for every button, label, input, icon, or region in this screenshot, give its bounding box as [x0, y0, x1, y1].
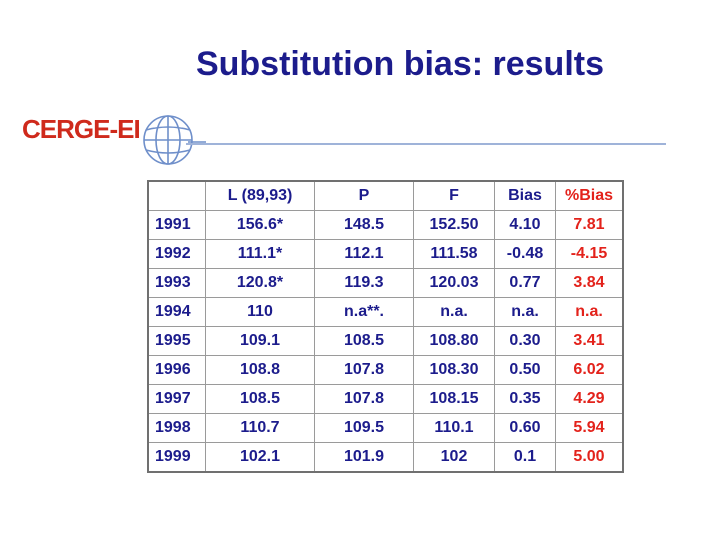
header-rule: [186, 143, 666, 145]
laspeyres-cell: 120.8*: [205, 268, 315, 298]
pct-bias-cell: 3.41: [555, 326, 624, 356]
pct-bias-cell: -4.15: [555, 239, 624, 269]
year-cell: 1992: [147, 239, 206, 269]
fisher-cell: 111.58: [413, 239, 495, 269]
pct-bias-cell: 5.00: [555, 442, 624, 473]
year-cell: 1998: [147, 413, 206, 443]
pct-bias-cell: n.a.: [555, 297, 624, 327]
header-cell-fisher: F: [413, 180, 495, 211]
slide-title: Substitution bias: results: [195, 45, 605, 83]
laspeyres-cell: 110: [205, 297, 315, 327]
bias-cell: 0.77: [494, 268, 556, 298]
table-row: 1991 156.6* 148.5 152.50 4.10 7.81: [147, 210, 624, 240]
header-cell-paasche: P: [314, 180, 414, 211]
bias-cell: 4.10: [494, 210, 556, 240]
paasche-cell: 107.8: [314, 355, 414, 385]
fisher-cell: 102: [413, 442, 495, 473]
pct-bias-cell: 7.81: [555, 210, 624, 240]
fisher-cell: 120.03: [413, 268, 495, 298]
paasche-cell: n.a**.: [314, 297, 414, 327]
header-cell-year: [147, 180, 206, 211]
bias-cell: 0.60: [494, 413, 556, 443]
laspeyres-cell: 108.5: [205, 384, 315, 414]
table-row: 1996 108.8 107.8 108.30 0.50 6.02: [147, 355, 624, 385]
cerge-ei-logo: CERGE-EI: [22, 112, 206, 168]
year-cell: 1999: [147, 442, 206, 473]
fisher-cell: 110.1: [413, 413, 495, 443]
year-cell: 1995: [147, 326, 206, 356]
pct-bias-cell: 3.84: [555, 268, 624, 298]
laspeyres-cell: 111.1*: [205, 239, 315, 269]
paasche-cell: 112.1: [314, 239, 414, 269]
paasche-cell: 109.5: [314, 413, 414, 443]
bias-cell: 0.35: [494, 384, 556, 414]
bias-cell: 0.1: [494, 442, 556, 473]
fisher-cell: 108.15: [413, 384, 495, 414]
laspeyres-cell: 110.7: [205, 413, 315, 443]
laspeyres-cell: 109.1: [205, 326, 315, 356]
paasche-cell: 108.5: [314, 326, 414, 356]
fisher-cell: 108.30: [413, 355, 495, 385]
header-cell-pct-bias: %Bias: [555, 180, 624, 211]
table-row: 1995 109.1 108.5 108.80 0.30 3.41: [147, 326, 624, 356]
paasche-cell: 101.9: [314, 442, 414, 473]
results-table: L (89,93) P F Bias %Bias 1991 156.6* 148…: [147, 180, 624, 473]
paasche-cell: 119.3: [314, 268, 414, 298]
paasche-cell: 148.5: [314, 210, 414, 240]
globe-icon: [143, 115, 206, 165]
year-cell: 1996: [147, 355, 206, 385]
header-row: L (89,93) P F Bias %Bias: [147, 180, 624, 211]
year-cell: 1994: [147, 297, 206, 327]
table-row: 1993 120.8* 119.3 120.03 0.77 3.84: [147, 268, 624, 298]
table-row: 1998 110.7 109.5 110.1 0.60 5.94: [147, 413, 624, 443]
header-cell-bias: Bias: [494, 180, 556, 211]
fisher-cell: n.a.: [413, 297, 495, 327]
table-row: 1997 108.5 107.8 108.15 0.35 4.29: [147, 384, 624, 414]
pct-bias-cell: 5.94: [555, 413, 624, 443]
bias-cell: 0.50: [494, 355, 556, 385]
header-cell-laspeyres: L (89,93): [205, 180, 315, 211]
year-cell: 1993: [147, 268, 206, 298]
laspeyres-cell: 108.8: [205, 355, 315, 385]
table-row: 1992 111.1* 112.1 111.58 -0.48 -4.15: [147, 239, 624, 269]
table-row: 1994 110 n.a**. n.a. n.a. n.a.: [147, 297, 624, 327]
year-cell: 1997: [147, 384, 206, 414]
pct-bias-cell: 6.02: [555, 355, 624, 385]
bias-cell: n.a.: [494, 297, 556, 327]
paasche-cell: 107.8: [314, 384, 414, 414]
year-cell: 1991: [147, 210, 206, 240]
table-row: 1999 102.1 101.9 102 0.1 5.00: [147, 442, 624, 473]
logo-text: CERGE-EI: [22, 114, 141, 144]
fisher-cell: 152.50: [413, 210, 495, 240]
fisher-cell: 108.80: [413, 326, 495, 356]
bias-cell: -0.48: [494, 239, 556, 269]
bias-cell: 0.30: [494, 326, 556, 356]
laspeyres-cell: 102.1: [205, 442, 315, 473]
laspeyres-cell: 156.6*: [205, 210, 315, 240]
pct-bias-cell: 4.29: [555, 384, 624, 414]
